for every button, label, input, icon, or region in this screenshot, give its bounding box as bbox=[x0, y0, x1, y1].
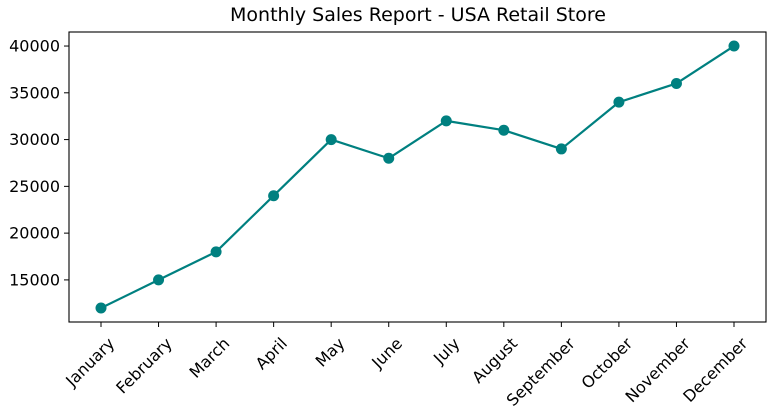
y-tick-label: 30000 bbox=[9, 130, 60, 149]
x-tick-label: March bbox=[185, 334, 233, 382]
data-point bbox=[210, 246, 222, 258]
axes-frame bbox=[68, 31, 767, 323]
y-tick-label: 35000 bbox=[9, 83, 60, 102]
data-point bbox=[728, 40, 740, 52]
data-point bbox=[95, 302, 107, 314]
x-tick-label: June bbox=[367, 334, 406, 373]
data-point bbox=[670, 77, 682, 89]
data-point bbox=[555, 143, 567, 155]
data-point bbox=[153, 274, 165, 286]
x-tick-label: April bbox=[252, 334, 291, 373]
x-tick-label: August bbox=[468, 334, 521, 387]
data-point bbox=[325, 134, 337, 146]
y-tick-label: 20000 bbox=[9, 224, 60, 243]
plot-area: 15000 20000 25000 30000 35000 40000 JanuaryFeb… bbox=[9, 31, 767, 409]
data-point bbox=[613, 96, 625, 108]
data-point bbox=[383, 152, 395, 164]
data-point bbox=[440, 115, 452, 127]
y-tick-label: 25000 bbox=[9, 177, 60, 196]
series-line bbox=[100, 45, 735, 309]
x-tick-label: October bbox=[578, 334, 637, 393]
x-tick-label: July bbox=[429, 334, 463, 368]
chart-title: Monthly Sales Report - USA Retail Store bbox=[230, 4, 606, 26]
data-point bbox=[498, 124, 510, 136]
x-tick-label: February bbox=[112, 334, 176, 398]
data-point bbox=[268, 190, 280, 202]
x-tick-label: January bbox=[61, 334, 118, 391]
y-tick-label: 15000 bbox=[9, 270, 60, 289]
x-tick-label: May bbox=[312, 334, 349, 371]
y-tick-label: 40000 bbox=[9, 37, 60, 56]
